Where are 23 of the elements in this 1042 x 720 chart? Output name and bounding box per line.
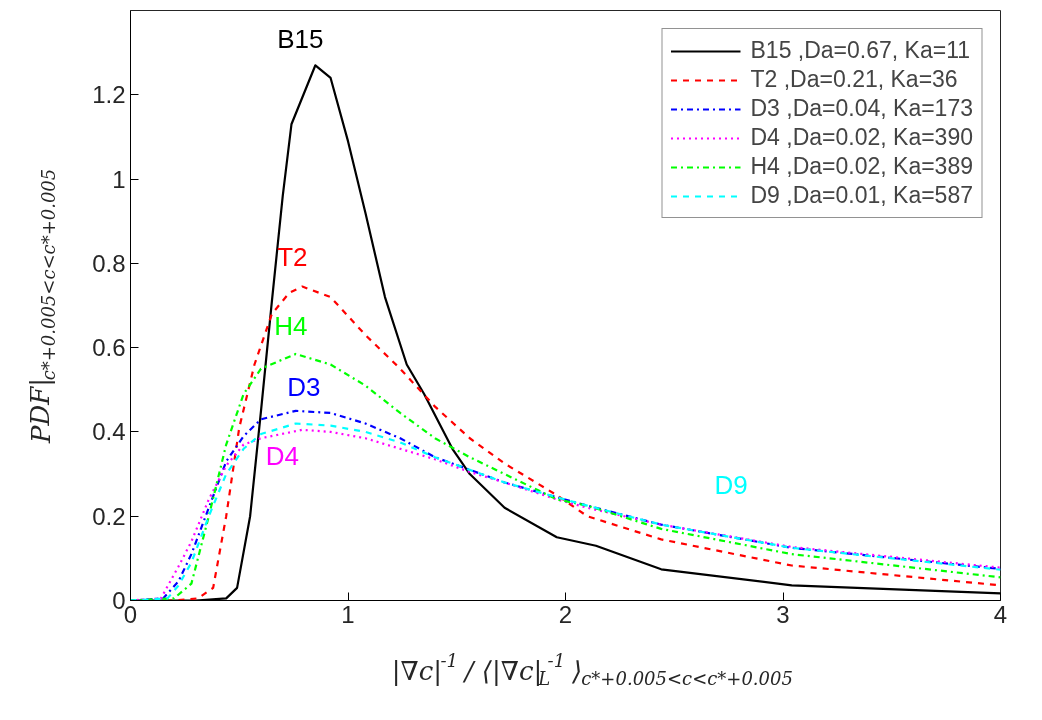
legend-label: D4 ,Da=0.02, Ka=390 bbox=[750, 124, 973, 151]
legend-label: D9 ,Da=0.01, Ka=587 bbox=[750, 182, 973, 209]
annotation: D9 bbox=[714, 469, 748, 500]
legend-label: D3 ,Da=0.04, Ka=173 bbox=[750, 95, 973, 122]
legend-label: H4 ,Da=0.02, Ka=389 bbox=[750, 153, 973, 180]
annotation: T2 bbox=[277, 241, 308, 272]
legend-label: T2 ,Da=0.21, Ka=36 bbox=[750, 66, 958, 93]
annotation: D3 bbox=[287, 371, 321, 402]
y-axis-title: PDF|c*+0.005<c<c*+0.005 bbox=[25, 168, 59, 445]
annotation: H4 bbox=[274, 310, 308, 341]
y-tick-label: 0.4 bbox=[92, 418, 126, 446]
x-tick-label: 3 bbox=[776, 600, 790, 628]
y-tick-label: 0.6 bbox=[92, 334, 126, 362]
annotation: D4 bbox=[265, 440, 299, 471]
x-tick-label: 2 bbox=[558, 600, 573, 628]
x-tick-label: 1 bbox=[341, 600, 355, 628]
y-tick-label: 0.2 bbox=[92, 502, 126, 530]
y-tick-label: 0.8 bbox=[92, 249, 126, 277]
annotation: B15 bbox=[277, 24, 324, 55]
x-tick-label: 4 bbox=[993, 600, 1008, 628]
legend-label: B15 ,Da=0.67, Ka=11 bbox=[750, 37, 971, 64]
y-tick-label: 1 bbox=[112, 165, 126, 193]
y-tick-label: 1.2 bbox=[92, 81, 126, 109]
